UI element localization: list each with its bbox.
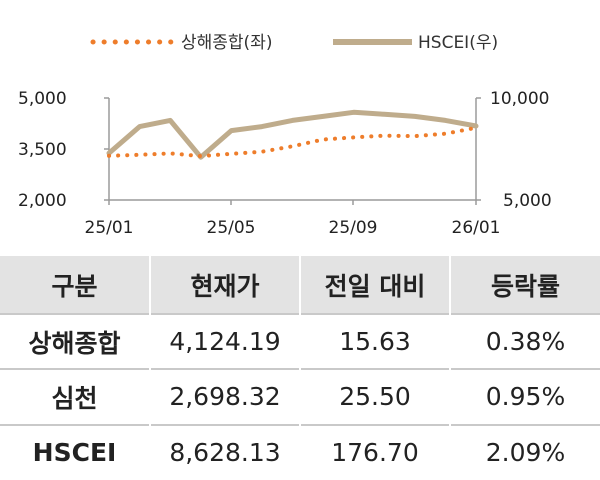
table-row: 심천 2,698.32 25.50 0.95% [0,369,600,425]
header-change: 전일 대비 [299,256,450,314]
table-row: HSCEI 8,628.13 176.70 2.09% [0,424,600,480]
index-table: 구분 현재가 전일 대비 등락률 상해종합 4,124.19 15.63 0.3… [0,256,600,480]
row-rate: 0.95% [449,369,600,425]
header-price: 현재가 [149,256,300,314]
left-tick-label: 5,000 [18,89,67,109]
table-header-row: 구분 현재가 전일 대비 등락률 [0,256,600,314]
right-tick-label: 10,000 [490,89,549,109]
legend-label-shanghai: 상해종합(좌) [181,33,272,53]
row-price: 2,698.32 [149,369,300,425]
header-category: 구분 [51,271,98,301]
index-line-chart: 상해종합(좌) HSCEI(우) 5,000 3,500 2,000 10,00… [18,33,552,238]
row-name: HSCEI [32,438,117,468]
series-layer [106,109,479,160]
row-name: 상해종합 [28,328,121,358]
row-rate: 2.09% [449,424,600,480]
series-line-hscei [106,109,479,160]
right-tick-label: 5,000 [503,191,552,211]
row-change: 15.63 [299,314,450,370]
legend-label-hscei: HSCEI(우) [418,33,498,53]
left-tick-label: 3,500 [18,140,67,160]
row-rate: 0.38% [449,314,600,370]
tick-labels: 5,000 3,500 2,000 10,000 5,000 25/01 25/… [18,89,552,238]
row-name: 심천 [51,383,98,413]
x-tick-label: 26/01 [452,218,501,238]
chart-legend: 상해종합(좌) HSCEI(우) [90,33,498,53]
x-tick-label: 25/01 [85,218,134,238]
left-tick-label: 2,000 [18,191,67,211]
chart-axes [104,97,481,205]
row-change: 176.70 [299,424,450,480]
row-change: 25.50 [299,369,450,425]
header-rate: 등락률 [449,256,600,314]
x-tick-label: 25/09 [329,218,378,238]
row-price: 8,628.13 [149,424,300,480]
x-tick-label: 25/05 [207,218,256,238]
table-row: 상해종합 4,124.19 15.63 0.38% [0,314,600,370]
series-line-shanghai [107,125,478,159]
row-price: 4,124.19 [149,314,300,370]
